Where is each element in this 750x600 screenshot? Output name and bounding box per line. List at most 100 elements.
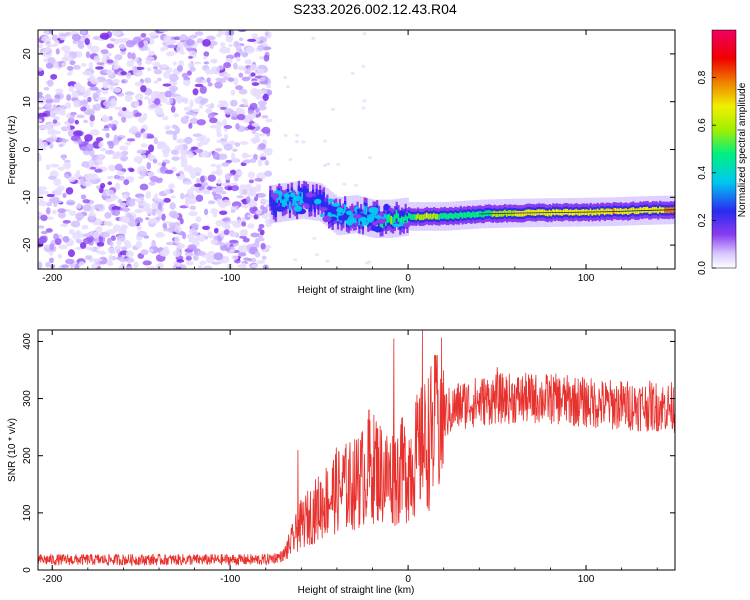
noise-speck: [312, 237, 317, 241]
noise-blob: [52, 115, 60, 121]
noise-speck: [330, 107, 335, 111]
noise-blob: [230, 208, 236, 213]
noise-blob: [95, 97, 106, 101]
noise-blob: [252, 206, 258, 212]
noise-blob: [179, 192, 185, 200]
noise-blob: [199, 85, 207, 94]
noise-blob: [47, 79, 54, 87]
signal-blob: [366, 216, 375, 222]
signal-cell: [561, 210, 564, 216]
noise-blob: [80, 106, 87, 112]
noise-blob: [145, 56, 155, 62]
noise-blob: [192, 88, 199, 96]
noise-blob: [144, 77, 152, 84]
signal-cell: [429, 213, 432, 220]
noise-blob: [229, 109, 234, 114]
noise-blob: [87, 215, 96, 223]
signal-cell: [465, 212, 468, 219]
signal-cell: [390, 215, 393, 225]
signal-blob: [398, 210, 406, 217]
noise-speck: [367, 156, 372, 160]
signal-cell: [605, 208, 608, 215]
noise-blob: [151, 201, 159, 210]
noise-blob: [69, 60, 76, 66]
signal-cell: [550, 210, 553, 217]
noise-blob: [261, 126, 271, 134]
noise-blob: [89, 166, 97, 170]
noise-blob: [85, 143, 94, 152]
noise-speck: [362, 32, 367, 36]
noise-blob: [200, 150, 209, 158]
noise-blob: [184, 199, 190, 207]
noise-blob: [76, 114, 85, 119]
signal-blob: [293, 195, 300, 202]
noise-blob: [175, 173, 181, 177]
noise-blob: [211, 261, 221, 265]
snr-series-line: [38, 330, 675, 566]
noise-blob: [62, 220, 71, 224]
noise-speck: [322, 163, 327, 167]
noise-blob: [139, 165, 147, 171]
spectrogram-y-tick-label: 0: [22, 146, 33, 152]
noise-blob: [265, 118, 273, 123]
signal-cell: [344, 204, 347, 213]
noise-blob: [122, 107, 127, 112]
noise-blob: [45, 164, 51, 171]
noise-blob: [182, 78, 191, 87]
noise-blob: [172, 249, 182, 258]
noise-blob: [107, 181, 113, 186]
noise-blob: [250, 72, 256, 77]
noise-blob: [217, 121, 223, 128]
noise-blob: [38, 140, 45, 148]
noise-blob: [116, 239, 122, 246]
signal-cell: [281, 199, 284, 209]
noise-blob: [109, 38, 116, 42]
noise-blob: [133, 198, 143, 202]
signal-cell: [365, 206, 368, 215]
noise-blob: [112, 224, 121, 232]
signal-blob: [363, 221, 369, 226]
noise-blob: [245, 196, 251, 204]
noise-blob: [104, 211, 112, 219]
noise-blob: [47, 128, 56, 136]
noise-blob: [81, 225, 89, 230]
noise-blob: [188, 55, 193, 60]
noise-blob: [62, 192, 67, 198]
signal-blob: [327, 198, 334, 203]
signal-cell: [459, 211, 462, 218]
noise-blob: [101, 128, 110, 132]
noise-blob: [170, 105, 176, 113]
noise-blob: [105, 198, 113, 203]
noise-blob: [79, 233, 84, 239]
noise-blob: [230, 116, 239, 120]
signal-cell: [657, 208, 660, 214]
signal-cell: [395, 209, 398, 219]
noise-blob: [122, 206, 129, 213]
noise-blob: [194, 61, 202, 65]
noise-blob: [135, 93, 144, 101]
noise-blob: [192, 108, 200, 113]
noise-blob: [67, 249, 75, 258]
noise-blob: [247, 110, 254, 115]
noise-blob: [157, 77, 162, 82]
spectrogram-x-tick-label: -200: [42, 273, 62, 284]
noise-blob: [107, 247, 118, 254]
signal-cell: [418, 214, 421, 221]
spectrogram-signal-layer: [269, 180, 675, 238]
noise-speck: [367, 260, 372, 264]
noise-blob: [246, 46, 256, 54]
noise-blob: [259, 204, 265, 210]
signal-cell: [602, 208, 605, 215]
noise-blob: [221, 255, 230, 264]
noise-blob: [221, 217, 230, 222]
noise-blob: [66, 199, 76, 206]
noise-blob: [248, 187, 257, 195]
noise-blob: [175, 266, 182, 269]
noise-blob: [117, 170, 125, 176]
noise-blob: [214, 148, 223, 152]
noise-blob: [79, 85, 86, 93]
signal-cell: [635, 208, 639, 215]
noise-blob: [234, 142, 241, 147]
signal-blob: [297, 187, 303, 192]
noise-blob: [121, 79, 126, 84]
